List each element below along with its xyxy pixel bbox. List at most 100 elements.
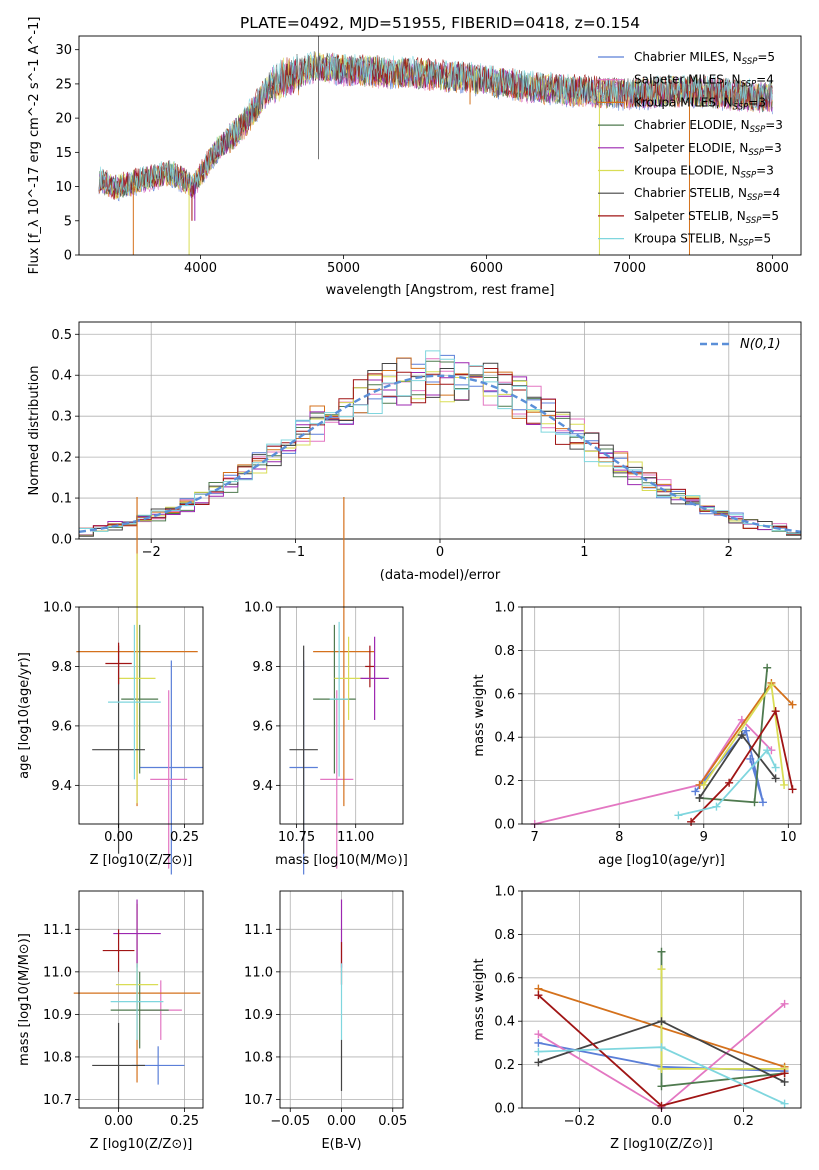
- y-tick-label: 0.8: [494, 644, 515, 659]
- x-axis-label: mass [log10(M/M⊙)]: [275, 853, 408, 868]
- y-tick-label: 11.0: [43, 965, 72, 980]
- legend-label: Salpeter MILES, NSSP=4: [634, 73, 774, 90]
- errorbar-point: [108, 624, 161, 780]
- legend-entry: Salpeter STELIB, NSSP=5: [598, 209, 779, 226]
- y-tick-label: 9.4: [252, 779, 273, 794]
- x-tick-label: 8: [615, 830, 623, 845]
- weight-marker: [788, 700, 797, 709]
- x-tick-label: 5000: [327, 261, 360, 276]
- weight-line: [678, 748, 777, 817]
- y-tick-label: 0.0: [494, 1102, 515, 1117]
- x-tick-label: 11.00: [337, 830, 374, 845]
- plot-area-residuals: [78, 350, 802, 537]
- y-axis-label: mass weight: [472, 674, 487, 756]
- y-tick-label: 11.1: [43, 923, 72, 938]
- y-tick-label: 0: [64, 249, 72, 264]
- y-tick-label: 0.6: [494, 687, 515, 702]
- y-tick-label: 10.0: [244, 601, 273, 616]
- spectrum-line: [98, 51, 773, 195]
- x-tick-label: 2: [725, 545, 733, 560]
- legend-label: Chabrier ELODIE, NSSP=3: [634, 118, 783, 135]
- panel-mass-age: 10.75 11.00 9.4 9.6 9.8 10.0 mass [log10(M/M⊙)…: [244, 497, 408, 875]
- x-tick-label: 0.25: [170, 1114, 199, 1129]
- spectrum-line: [98, 51, 773, 197]
- y-axis-label: mass weight: [472, 958, 487, 1040]
- legend-entry: Salpeter ELODIE, NSSP=3: [598, 141, 782, 158]
- weight-marker: [780, 1099, 789, 1108]
- x-tick-label: 10.75: [278, 830, 315, 845]
- weight-marker: [771, 763, 780, 772]
- errorbar-point: [118, 553, 156, 804]
- panel-z-weight: −0.2 0.0 0.2 0.0 0.2 0.4 0.6 0.8 1.0 Z [log10(Z/Z…: [472, 885, 802, 1152]
- legend-entry: Kroupa MILES, NSSP=3: [598, 95, 766, 112]
- x-axis-label: Z [log10(Z/Z⊙)]: [90, 853, 193, 868]
- weight-marker: [657, 1017, 666, 1026]
- x-tick-label: 7000: [613, 261, 646, 276]
- y-axis-label: mass [log10(M/M⊙)]: [17, 933, 32, 1066]
- weight-marker: [657, 965, 666, 974]
- x-tick-label: −2: [142, 545, 161, 560]
- y-tick-label: 25: [55, 77, 72, 92]
- residual-histogram: [79, 350, 801, 535]
- legend-label: Kroupa ELODIE, NSSP=3: [634, 164, 774, 181]
- y-tick-label: 10: [55, 180, 72, 195]
- x-tick-label: 0.25: [170, 830, 199, 845]
- weight-marker: [695, 793, 704, 802]
- legend-entry: Chabrier MILES, NSSP=5: [598, 50, 775, 67]
- legend: Chabrier MILES, NSSP=5 Salpeter MILES, NS…: [598, 50, 783, 249]
- errorbar-point: [313, 497, 375, 807]
- weight-marker: [763, 663, 772, 672]
- weight-marker: [780, 999, 789, 1008]
- plot-area-age-weight: [530, 663, 797, 828]
- errorbar-point: [329, 621, 349, 777]
- weight-marker: [657, 1043, 666, 1052]
- x-tick-label: 6000: [470, 261, 503, 276]
- weight-line: [534, 718, 773, 825]
- errorbar-point: [320, 690, 354, 869]
- weight-marker: [691, 787, 700, 796]
- y-axis-label: Flux [f_λ 10^-17 erg cm^-2 s^-1 A^-1]: [27, 17, 42, 275]
- y-tick-label: 10.7: [43, 1093, 72, 1108]
- weight-marker: [674, 811, 683, 820]
- weight-marker: [534, 1030, 543, 1039]
- chart-title: PLATE=0492, MJD=51955, FIBERID=0418, z=0…: [240, 14, 640, 32]
- errorbar-point: [105, 642, 132, 685]
- weight-series: [534, 1043, 789, 1108]
- legend-label: Salpeter STELIB, NSSP=5: [634, 209, 779, 226]
- x-tick-label: 0.00: [104, 830, 133, 845]
- y-tick-label: 1.0: [494, 885, 515, 900]
- y-tick-label: 9.8: [252, 660, 273, 675]
- y-tick-label: 10.7: [244, 1093, 273, 1108]
- plot-area-mass-age: [289, 497, 389, 875]
- plot-area-z-weight: [534, 947, 789, 1112]
- weight-marker: [742, 726, 751, 735]
- legend-label: N(0,1): [740, 337, 781, 352]
- weight-marker: [534, 1038, 543, 1047]
- x-tick-label: 10: [780, 830, 797, 845]
- weight-marker: [750, 798, 759, 807]
- normal-reference-curve: [78, 374, 802, 533]
- panel-ebv-mass: −0.05 0.00 0.05 10.7 10.8 10.9 11.0 11.1 E(B-V): [244, 890, 407, 1152]
- y-tick-label: 15: [55, 146, 72, 161]
- x-tick-label: 0.05: [378, 1114, 407, 1129]
- errorbar-point: [92, 1022, 145, 1108]
- plot-area-z-age: [76, 497, 203, 875]
- panel-spectrum: 4000 5000 6000 7000 8000 0 5 10 15 20 25 30 PLATE=04…: [27, 14, 802, 298]
- errorbar-point: [150, 690, 188, 869]
- weight-marker: [687, 817, 696, 826]
- axes-frame: [521, 606, 802, 825]
- y-tick-label: 10.8: [43, 1050, 72, 1065]
- errorbar-point: [102, 929, 135, 972]
- x-tick-label: 9: [700, 830, 708, 845]
- weight-marker: [534, 991, 543, 1000]
- weight-series: [687, 707, 797, 826]
- weight-line: [690, 708, 794, 823]
- weight-marker: [780, 1069, 789, 1078]
- x-tick-label: 0.00: [327, 1114, 356, 1129]
- axes-frame: [78, 606, 204, 825]
- errorbar-point: [110, 963, 164, 1040]
- weight-marker: [737, 731, 746, 740]
- legend-entry: Salpeter MILES, NSSP=4: [598, 73, 774, 90]
- weight-marker: [657, 1064, 666, 1073]
